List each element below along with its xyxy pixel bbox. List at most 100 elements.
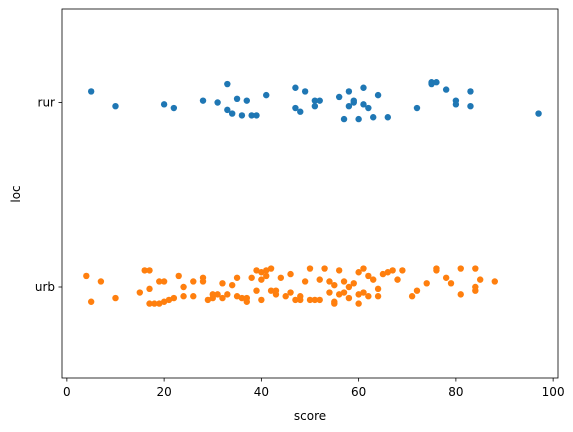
data-point-urb [267,287,275,294]
data-point-rur [467,102,474,110]
data-point-rur [297,108,304,115]
data-point-rur [350,97,357,104]
data-point-urb [408,293,416,300]
data-point-urb [447,280,455,287]
data-point-urb [272,287,280,294]
x-tick-label: 40 [254,385,269,399]
data-point-rur [442,86,450,93]
data-point-urb [253,287,260,294]
data-point-urb [238,294,246,302]
data-point-rur [214,99,221,106]
data-point-urb [301,278,309,285]
data-point-urb [219,294,226,302]
x-axis-ticks: 0 20 40 60 80 100 [63,378,565,399]
data-point-urb [87,298,95,305]
data-point-urb [287,270,294,278]
data-point-urb [151,300,158,307]
x-tick-label: 0 [63,385,71,399]
y-tick-label-urb: urb [35,280,55,294]
data-point-rur [292,104,299,112]
data-point-urb [248,274,255,281]
data-point-rur [374,91,382,99]
data-point-urb [370,276,377,283]
data-point-urb [365,272,372,280]
data-point-urb [277,274,285,281]
data-point-rur [224,106,231,114]
data-point-urb [287,289,294,296]
data-point-rur [228,110,236,117]
x-tick-label: 100 [542,385,565,399]
data-point-urb [340,278,348,285]
data-point-urb [331,281,338,289]
data-point-urb [209,294,216,302]
y-axis-label: loc [9,185,23,202]
data-point-urb [389,267,396,274]
data-point-urb [263,272,270,280]
data-point-rur [433,79,440,86]
data-point-urb [243,298,250,305]
data-point-urb [146,285,153,293]
data-point-rur [345,102,353,110]
data-point-urb [345,294,353,302]
data-point-rur [335,93,343,101]
data-point-rur [428,80,435,88]
data-point-urb [457,291,464,298]
data-point-urb [267,265,275,272]
data-point-rur [160,101,168,108]
x-tick-label: 60 [351,385,366,399]
data-point-rur [301,88,309,95]
data-point-rur [360,84,367,91]
data-point-rur [384,114,392,121]
data-point-urb [340,289,348,296]
data-point-urb [355,269,362,276]
data-point-rur [467,88,474,95]
data-point-urb [156,278,163,285]
data-point-urb [321,265,328,272]
data-point-urb [335,291,343,298]
data-point-urb [165,296,173,304]
data-point-urb [394,276,401,283]
data-point-rur [112,102,119,110]
data-point-rur [360,101,367,108]
data-point-urb [190,278,197,285]
x-axis-label: score [294,409,326,423]
data-point-rur [238,112,246,119]
data-point-rur [370,114,377,121]
data-point-urb [374,293,382,300]
data-point-urb [146,300,153,307]
data-point-rur [248,112,255,119]
data-point-rur [535,110,542,117]
data-point-urb [472,287,479,294]
data-point-urb [306,296,314,304]
data-point-rur [365,104,372,112]
data-point-urb [233,274,241,281]
data-point-urb [214,291,221,298]
data-point-urb [263,267,270,274]
data-point-urb [156,300,163,307]
data-point-urb [355,291,362,298]
data-point-urb [282,293,289,300]
data-point-urb [180,293,187,300]
data-point-urb [97,278,105,285]
y-axis-ticks: rur urb [35,96,62,294]
data-point-urb [219,280,226,287]
data-point-rur [243,97,250,104]
data-point-urb [258,296,265,304]
data-point-rur [292,84,299,91]
data-point-urb [175,272,182,280]
data-point-rur [452,101,460,108]
data-point-urb [228,281,236,289]
data-point-urb [360,265,367,272]
data-point-urb [112,294,119,302]
data-point-urb [204,296,212,304]
data-point-urb [297,296,304,304]
data-point-rur [87,88,95,95]
data-point-urb [306,265,314,272]
data-point-urb [160,278,168,285]
data-point-urb [83,272,90,280]
data-point-rur [170,104,178,112]
data-point-urb [180,283,187,291]
data-point-urb [258,269,265,276]
data-point-urb [355,300,362,307]
data-point-urb [379,270,387,278]
